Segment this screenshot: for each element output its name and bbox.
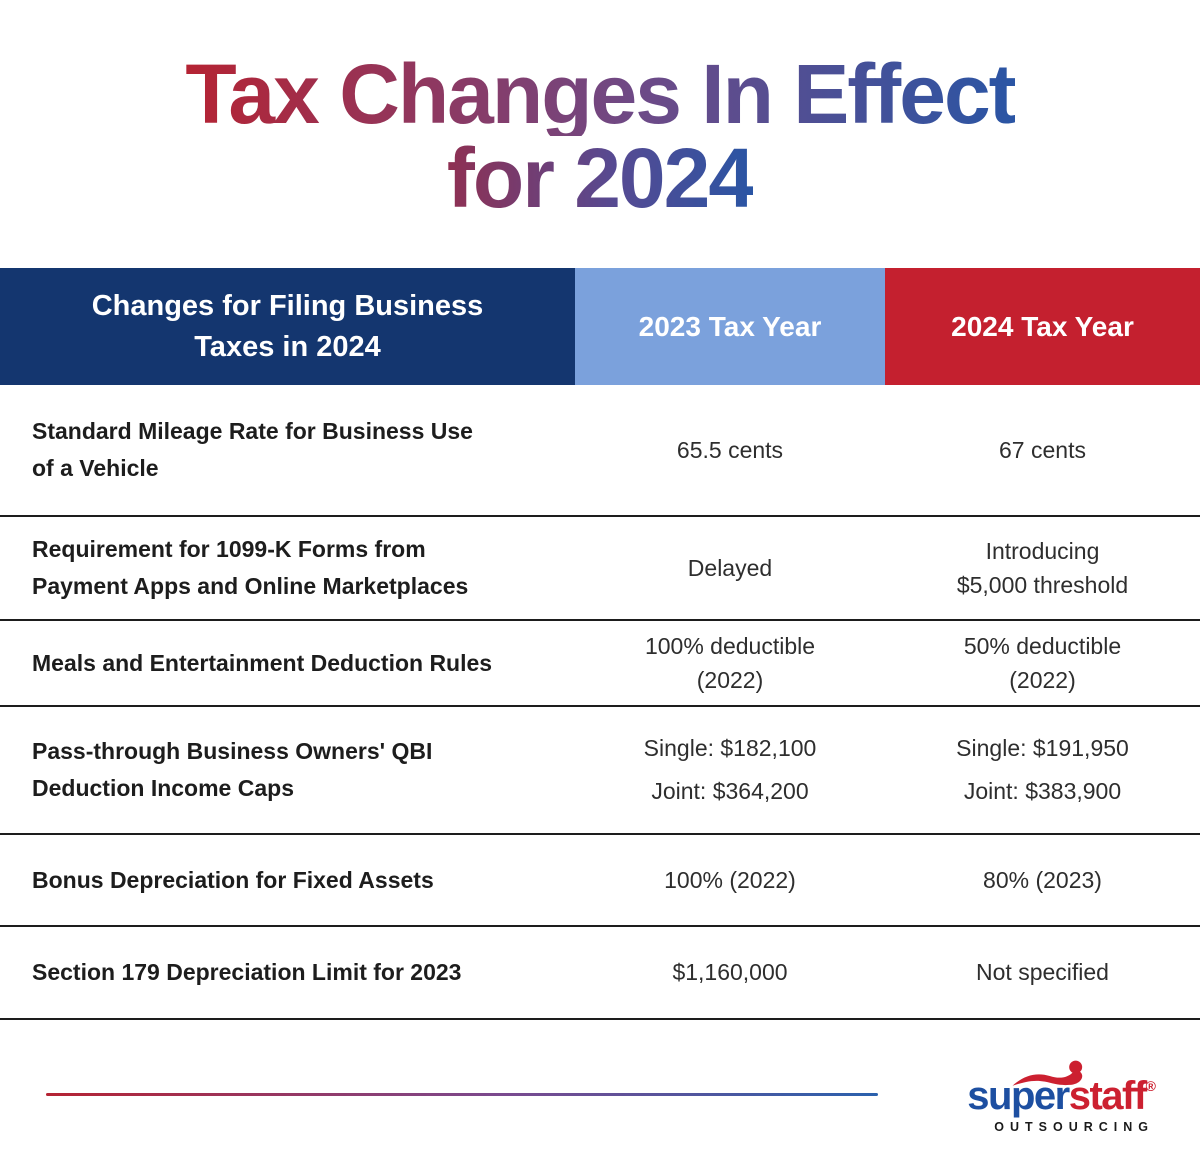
column-header-2023-tax-year: 2023 Tax Year	[575, 268, 885, 385]
table-row-meals-entertainment: Meals and Entertainment Deduction Rules …	[0, 621, 1200, 707]
row-label: Section 179 Depreciation Limit for 2023	[32, 959, 462, 986]
footer: superstaff® OUTSOURCING	[0, 1020, 1200, 1157]
cell-2023-value: 65.5 cents	[676, 436, 784, 463]
superstaff-logo: superstaff® OUTSOURCING	[967, 1060, 1156, 1134]
cell-2023-value: 100% deductible (2022)	[644, 632, 816, 694]
logo-text-staff: staff	[1068, 1074, 1147, 1118]
row-label: Meals and Entertainment Deduction Rules	[32, 649, 493, 676]
cell-2023-value: Delayed	[687, 554, 773, 581]
row-label: Standard Mileage Rate for Business Use o…	[32, 418, 473, 481]
title-line-2: for 2024	[446, 131, 755, 225]
cell-2024-value: 80% (2023)	[983, 866, 1102, 893]
cell-2024-value: 67 cents	[999, 436, 1086, 463]
cell-2024-value: Not specified	[976, 959, 1109, 986]
table-row-qbi-deduction: Pass-through Business Owners' QBI Deduct…	[0, 707, 1200, 835]
column-header-2024-tax-year: 2024 Tax Year	[885, 268, 1200, 385]
cell-2024-value: Introducing $5,000 threshold	[956, 537, 1129, 599]
cell-2023-value: 100% (2022)	[664, 866, 796, 893]
page-title: Tax Changes In Effect for 2024	[0, 0, 1200, 220]
tax-changes-table: Changes for Filing Business Taxes in 202…	[0, 268, 1200, 1020]
column-header-changes: Changes for Filing Business Taxes in 202…	[0, 268, 575, 385]
table-header-row: Changes for Filing Business Taxes in 202…	[0, 268, 1200, 385]
logo-wordmark: superstaff®	[967, 1076, 1156, 1116]
table-row-1099k-forms: Requirement for 1099-K Forms from Paymen…	[0, 517, 1200, 621]
row-label: Bonus Depreciation for Fixed Assets	[32, 866, 434, 893]
table-row-section-179: Section 179 Depreciation Limit for 2023 …	[0, 927, 1200, 1020]
cell-2024-value: Single: $191,950 Joint: $383,900	[956, 734, 1129, 804]
row-label: Pass-through Business Owners' QBI Deduct…	[32, 738, 433, 801]
cell-2024-value: 50% deductible (2022)	[963, 632, 1122, 694]
registered-trademark-icon: ®	[1145, 1078, 1156, 1094]
gradient-divider-line	[46, 1093, 878, 1096]
logo-tagline: OUTSOURCING	[994, 1120, 1154, 1134]
row-label: Requirement for 1099-K Forms from Paymen…	[32, 536, 469, 599]
cell-2023-value: Single: $182,100 Joint: $364,200	[643, 734, 817, 804]
logo-swoosh-person-icon	[1012, 1060, 1083, 1086]
table-row-mileage-rate: Standard Mileage Rate for Business Use o…	[0, 385, 1200, 517]
cell-2023-value: $1,160,000	[672, 959, 788, 986]
title-line-1: Tax Changes In Effect	[185, 47, 1016, 141]
table-row-bonus-depreciation: Bonus Depreciation for Fixed Assets 100%…	[0, 835, 1200, 927]
